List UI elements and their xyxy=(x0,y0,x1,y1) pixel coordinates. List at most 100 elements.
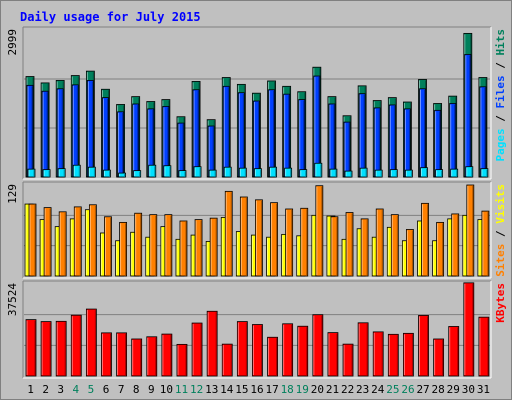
bar-kbytes-day-11 xyxy=(176,343,188,377)
bar-kbytes-day-29 xyxy=(448,326,460,377)
bar-sites-day-19-body xyxy=(300,207,309,277)
bar-sites-day-26 xyxy=(406,229,414,277)
bar-pages-day-12 xyxy=(193,166,202,178)
bar-sites-day-14-body xyxy=(224,190,233,277)
bar-pages-day-7 xyxy=(118,172,126,178)
bar-pages-day-2-body xyxy=(42,169,51,178)
bar-sites-day-22-body xyxy=(345,212,354,277)
bar-kbytes-day-8 xyxy=(131,338,143,377)
bar-sites-day-16-body xyxy=(255,199,263,277)
bar-kbytes-day-28 xyxy=(433,338,445,377)
bar-pages-day-19 xyxy=(299,169,308,178)
bar-sites-day-29 xyxy=(451,213,460,277)
bar-pages-day-6 xyxy=(103,169,111,178)
bar-pages-day-28 xyxy=(435,169,444,178)
day-label-1: 1 xyxy=(27,383,34,396)
panel-top-max-label: 2999 xyxy=(6,29,19,56)
bar-pages-day-29 xyxy=(450,168,459,178)
bar-sites-day-19 xyxy=(300,207,309,277)
bar-sites-day-8 xyxy=(134,212,143,277)
bar-sites-day-17-body xyxy=(270,202,278,277)
bar-kbytes-day-1-body xyxy=(25,319,37,377)
bar-pages-day-22 xyxy=(344,170,353,178)
bar-kbytes-day-29-body xyxy=(448,326,460,377)
bar-pages-day-11-body xyxy=(178,170,187,178)
bar-pages-day-4 xyxy=(72,164,81,178)
bar-files-day-26 xyxy=(404,108,411,178)
bar-sites-day-12-body xyxy=(194,219,203,277)
bar-sites-day-15 xyxy=(239,196,248,277)
bar-pages-day-29-body xyxy=(450,168,459,178)
day-label-7: 7 xyxy=(118,383,125,396)
bar-kbytes-day-7 xyxy=(116,332,127,377)
bar-kbytes-day-19-body xyxy=(297,325,309,377)
bar-sites-day-7 xyxy=(119,221,127,277)
bar-pages-day-20-body xyxy=(314,162,323,178)
bar-sites-day-29-body xyxy=(451,213,460,277)
day-label-3: 3 xyxy=(57,383,64,396)
bar-kbytes-day-10-body xyxy=(161,333,173,377)
bar-kbytes-day-26-body xyxy=(403,332,414,377)
bar-sites-day-8-body xyxy=(134,212,143,277)
bar-sites-day-18 xyxy=(285,208,294,277)
bar-pages-day-3-body xyxy=(57,168,66,178)
bar-pages-day-18-body xyxy=(284,167,293,178)
bar-files-day-7 xyxy=(117,111,124,178)
bar-sites-day-22 xyxy=(345,212,354,277)
bar-sites-day-3-body xyxy=(58,211,67,277)
bar-sites-day-13-body xyxy=(209,217,218,277)
bar-kbytes-day-24 xyxy=(372,331,384,377)
bar-sites-day-26-body xyxy=(406,229,414,277)
bar-kbytes-day-22 xyxy=(342,343,354,377)
bar-pages-day-11 xyxy=(178,170,187,178)
bar-pages-day-8-body xyxy=(133,170,142,178)
bar-pages-day-27 xyxy=(420,167,428,178)
bar-kbytes-day-5 xyxy=(85,308,97,377)
bar-sites-day-15-body xyxy=(239,196,248,277)
day-label-19: 19 xyxy=(296,383,309,396)
bar-kbytes-day-20 xyxy=(312,314,324,377)
bar-sites-day-27 xyxy=(421,202,429,277)
day-label-4: 4 xyxy=(73,383,80,396)
bar-sites-day-12 xyxy=(194,219,203,277)
day-label-26: 26 xyxy=(401,383,414,396)
day-label-12: 12 xyxy=(190,383,203,396)
bar-pages-day-17-body xyxy=(269,166,277,178)
bar-sites-day-9 xyxy=(149,214,158,277)
bar-files-day-31 xyxy=(479,86,487,178)
bar-kbytes-day-31-body xyxy=(478,316,490,377)
bar-sites-day-21-body xyxy=(330,216,339,277)
bar-kbytes-day-15 xyxy=(236,321,248,377)
bar-kbytes-day-8-body xyxy=(131,338,143,377)
bar-pages-day-15-body xyxy=(238,167,247,178)
day-label-10: 10 xyxy=(160,383,173,396)
bar-pages-day-3 xyxy=(57,168,66,178)
bar-sites-day-20 xyxy=(315,185,324,277)
bar-files-day-15 xyxy=(237,92,245,178)
bar-kbytes-day-23-body xyxy=(357,322,369,377)
chart-title: Daily usage for July 2015 xyxy=(20,10,201,24)
day-label-17: 17 xyxy=(265,383,278,396)
legend-entry: / xyxy=(494,224,507,244)
bar-pages-day-17 xyxy=(269,166,277,178)
bar-files-day-14 xyxy=(222,85,230,178)
bar-sites-day-11 xyxy=(179,220,188,277)
bar-pages-day-10 xyxy=(163,165,172,178)
bar-files-day-12 xyxy=(192,89,200,178)
day-label-29: 29 xyxy=(447,383,460,396)
bar-kbytes-day-14 xyxy=(221,343,233,377)
bar-kbytes-day-25 xyxy=(387,333,399,377)
day-label-16: 16 xyxy=(250,383,263,396)
bar-pages-day-16 xyxy=(254,168,262,178)
bar-kbytes-day-17-body xyxy=(267,336,278,377)
bar-sites-day-18-body xyxy=(285,208,294,277)
bar-pages-day-24 xyxy=(374,169,383,178)
bar-sites-day-5-body xyxy=(88,204,97,277)
bar-files-day-24 xyxy=(373,107,381,178)
bar-pages-day-18 xyxy=(284,167,293,178)
bar-pages-day-12-body xyxy=(193,166,202,178)
bar-kbytes-day-10 xyxy=(161,333,173,377)
bar-kbytes-day-30-body xyxy=(463,282,475,377)
bar-sites-day-28 xyxy=(436,221,445,277)
